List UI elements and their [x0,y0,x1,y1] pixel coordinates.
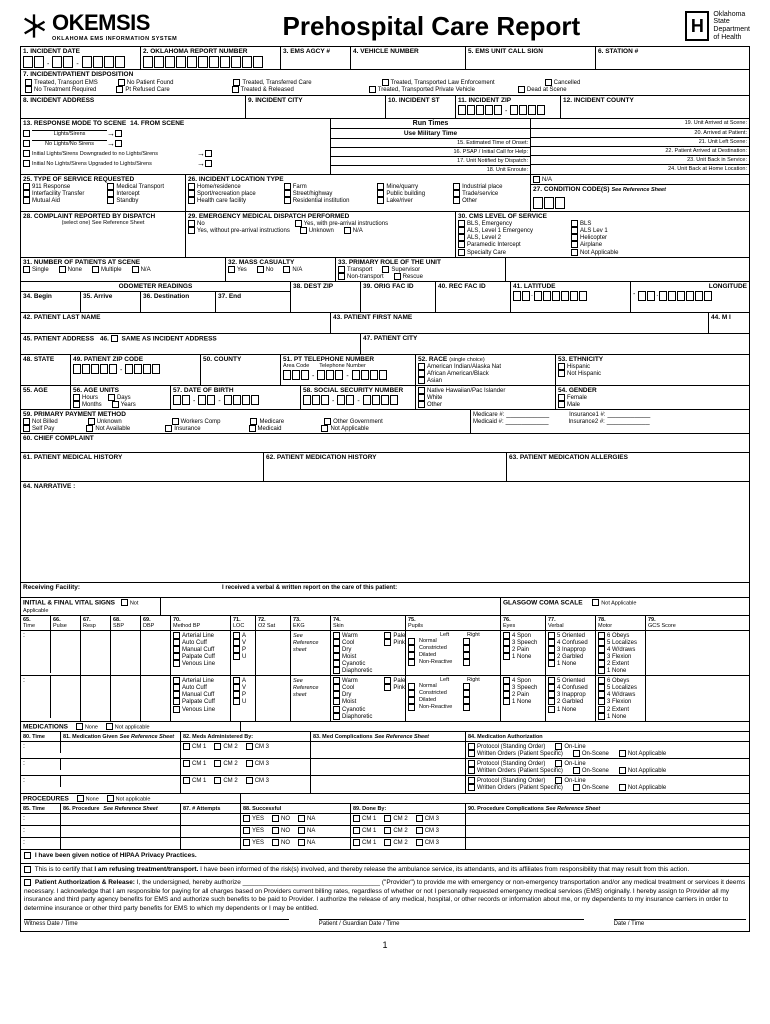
zip-boxes[interactable]: - [458,105,558,115]
brand-subtitle: OKLAHOMA EMS INFORMATION SYSTEM [52,36,177,42]
field-33-label: 33. PRIMARY ROLE OF THE UNIT [338,259,503,266]
field-12-label: 12. INCIDENT COUNTY [563,97,747,104]
vitals-row: : Arterial LineAuto CuffManual CuffPalpa… [21,631,749,676]
page-title: Prehospital Care Report [282,11,580,42]
field-11-label: 11. INCIDENT ZIP [458,97,558,104]
field-6-label: 6. STATION # [598,48,747,55]
logo-left: OKEMSIS OKLAHOMA EMS INFORMATION SYSTEM [20,10,177,42]
field-28-label: 28. COMPLAINT REPORTED BY DISPATCH [23,213,183,220]
field-31-label: 31. NUMBER OF PATIENTS AT SCENE [23,259,223,266]
field-1-label: 1. INCIDENT DATE [23,48,138,55]
odometer-header: ODOMETER READINGS [21,282,290,292]
osdh-text: OklahomaStateDepartmentof Health [713,11,750,42]
brand-name: OKEMSIS [52,10,177,36]
meds-row: : CM 1CM 2CM 3 Protocol (Standing Order)… [21,759,749,776]
form: 1. INCIDENT DATE -- 2. OKLAHOMA REPORT N… [20,46,750,932]
meds-row: : CM 1CM 2CM 3 Protocol (Standing Order)… [21,742,749,759]
field-10-label: 10. INCIDENT ST [388,97,453,104]
field-29-label: 29. EMERGENCY MEDICAL DISPATCH PERFORMED [188,213,453,220]
field-14-label: 14. FROM SCENE [130,120,184,127]
logo-right: H OklahomaStateDepartmentof Health [685,11,750,42]
proc-row: : YESNONA CM 1CM 2CM 3 [21,838,749,850]
field-32-label: 32. MASS CASUALTY [228,259,333,266]
field-26-label: 26. INCIDENT LOCATION TYPE [188,176,528,183]
field-13-label: 13. RESPONSE MODE TO SCENE [23,120,126,127]
field-27-label: 27. CONDITION CODE(S) [533,186,610,193]
field-3-label: 3. EMS AGCY # [283,48,348,55]
meds-row: : CM 1CM 2CM 3 Protocol (Standing Order)… [21,776,749,793]
incident-date-boxes[interactable]: -- [23,56,138,68]
field-9-label: 9. INCIDENT CITY [248,97,383,104]
military-time-label: Use Military Time [331,129,530,139]
proc-row: : YESNONA CM 1CM 2CM 3 [21,826,749,838]
field-30-label: 30. CMS LEVEL OF SERVICE [458,213,747,220]
page-header: OKEMSIS OKLAHOMA EMS INFORMATION SYSTEM … [20,10,750,42]
disposition-options: Treated, Transport EMS No Patient Found … [23,78,747,94]
report-number-boxes[interactable] [143,56,278,68]
field-7-label: 7. INCIDENT/PATIENT DISPOSITION [23,71,747,78]
field-2-label: 2. OKLAHOMA REPORT NUMBER [143,48,278,55]
field-8-label: 8. INCIDENT ADDRESS [23,97,243,104]
osdh-icon: H [685,11,709,41]
proc-row: : YESNONA CM 1CM 2CM 3 [21,814,749,826]
field-25-label: 25. TYPE OF SERVICE REQUESTED [23,176,183,183]
star-of-life-icon [20,12,48,40]
field-5-label: 5. EMS UNIT CALL SIGN [468,48,593,55]
page-number: 1 [20,940,750,950]
runtimes-header: Run Times [331,119,530,129]
field-4-label: 4. VEHICLE NUMBER [353,48,463,55]
vitals-row: : Arterial LineAuto CuffManual CuffPalpa… [21,676,749,721]
